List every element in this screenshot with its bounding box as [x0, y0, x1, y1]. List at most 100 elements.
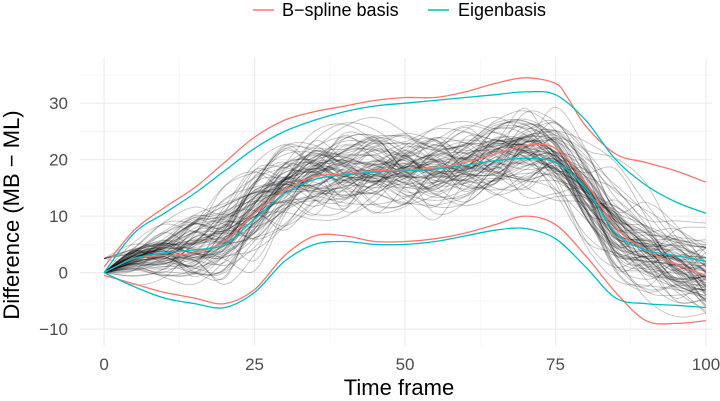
sample-curve	[103, 151, 707, 274]
x-tick-label: 75	[546, 355, 565, 374]
sample-curve	[103, 164, 707, 274]
sample-curve	[103, 154, 707, 283]
sample-curve	[103, 138, 707, 295]
sample-curve	[103, 131, 707, 296]
legend-label-bspline: B−spline basis	[282, 0, 399, 20]
sample-curve	[104, 160, 707, 280]
sample-curve	[103, 130, 707, 275]
sample-curve	[103, 123, 707, 284]
x-tick-label: 0	[99, 355, 108, 374]
series-line-lower	[103, 215, 707, 325]
sample-curve	[103, 166, 707, 307]
sample-curve	[104, 138, 707, 274]
sample-curve	[103, 110, 707, 286]
sample-curve	[103, 110, 707, 302]
legend-label-eigenbasis: Eigenbasis	[458, 0, 546, 20]
sample-curve	[103, 131, 707, 277]
x-axis-ticks: 0 25 50 75 100	[99, 355, 720, 374]
sample-curve	[103, 154, 707, 274]
sample-curve	[103, 137, 707, 291]
sample-curve	[103, 121, 707, 276]
sample-curve	[103, 150, 707, 272]
sample-curve	[103, 150, 707, 297]
sample-curve	[103, 147, 707, 280]
sample-curve	[103, 143, 707, 279]
sample-curve	[104, 132, 707, 299]
sample-curve	[103, 140, 707, 278]
y-tick-label: 20	[49, 151, 68, 170]
sample-curve	[103, 151, 707, 273]
sample-curve	[103, 121, 707, 281]
series-line-upper	[103, 77, 707, 268]
sample-curve	[103, 143, 707, 268]
y-tick-label: 30	[49, 94, 68, 113]
sample-curve	[103, 139, 707, 274]
sample-curve	[103, 140, 707, 293]
sample-curve	[103, 149, 707, 312]
sample-curve	[103, 137, 707, 274]
sample-curve	[103, 116, 707, 318]
sample-curve	[103, 143, 707, 279]
series-line-lower	[103, 227, 707, 309]
sample-curve	[103, 164, 707, 274]
sample-curve	[104, 129, 707, 277]
sample-curve	[103, 166, 707, 291]
sample-curve	[103, 128, 707, 279]
sample-curve	[103, 123, 707, 296]
sample-curve	[104, 137, 707, 274]
x-axis-title: Time frame	[344, 375, 454, 400]
sample-curve	[103, 143, 707, 288]
sample-curve	[104, 130, 707, 274]
sample-curve	[103, 159, 707, 286]
x-tick-label: 25	[245, 355, 264, 374]
sample-curve	[103, 124, 707, 287]
sample-curve	[103, 153, 707, 297]
sample-curve	[103, 142, 707, 274]
y-axis-ticks: −10 0 10 20 30	[39, 94, 68, 339]
sample-curve	[103, 151, 707, 274]
sample-curve	[103, 132, 707, 309]
sample-curve	[103, 133, 707, 280]
sample-curve	[103, 138, 707, 291]
sample-curve	[103, 160, 707, 292]
sample-curve	[104, 125, 707, 281]
sample-curve	[103, 143, 707, 303]
y-axis-title: Difference (MB − ML)	[0, 110, 24, 319]
sample-curve	[103, 140, 707, 274]
y-tick-label: −10	[39, 320, 68, 339]
sample-curve	[103, 131, 707, 306]
sample-curve	[103, 116, 707, 274]
legend: B−spline basis Eigenbasis	[253, 0, 546, 20]
sample-curve	[103, 135, 707, 291]
grid	[80, 58, 712, 346]
sample-curve	[103, 136, 707, 274]
series-line-mean	[103, 157, 707, 274]
sample-curve	[103, 142, 707, 291]
sample-curve	[104, 135, 707, 277]
sample-curve	[103, 157, 707, 290]
sample-curve	[103, 119, 707, 293]
series-lines	[103, 77, 707, 325]
sample-curve	[104, 127, 707, 314]
sample-curve	[103, 134, 707, 277]
sample-curve	[104, 139, 707, 277]
series-line-mean	[103, 143, 707, 277]
sample-curve	[103, 161, 707, 274]
sample-curve	[103, 149, 707, 274]
sample-curve	[103, 151, 707, 280]
sample-curve	[103, 124, 707, 301]
x-tick-label: 50	[396, 355, 415, 374]
sample-curve	[103, 160, 707, 259]
sample-curve	[103, 118, 707, 274]
sample-curve	[103, 151, 707, 274]
sample-curve	[104, 120, 707, 266]
sample-curve	[103, 135, 707, 274]
series-line-upper	[103, 90, 707, 273]
sample-curve	[103, 144, 707, 284]
y-tick-label: 10	[49, 207, 68, 226]
y-tick-label: 0	[59, 264, 68, 283]
sample-curve	[104, 106, 707, 285]
sample-curve	[104, 141, 707, 281]
sample-curve	[103, 107, 707, 273]
